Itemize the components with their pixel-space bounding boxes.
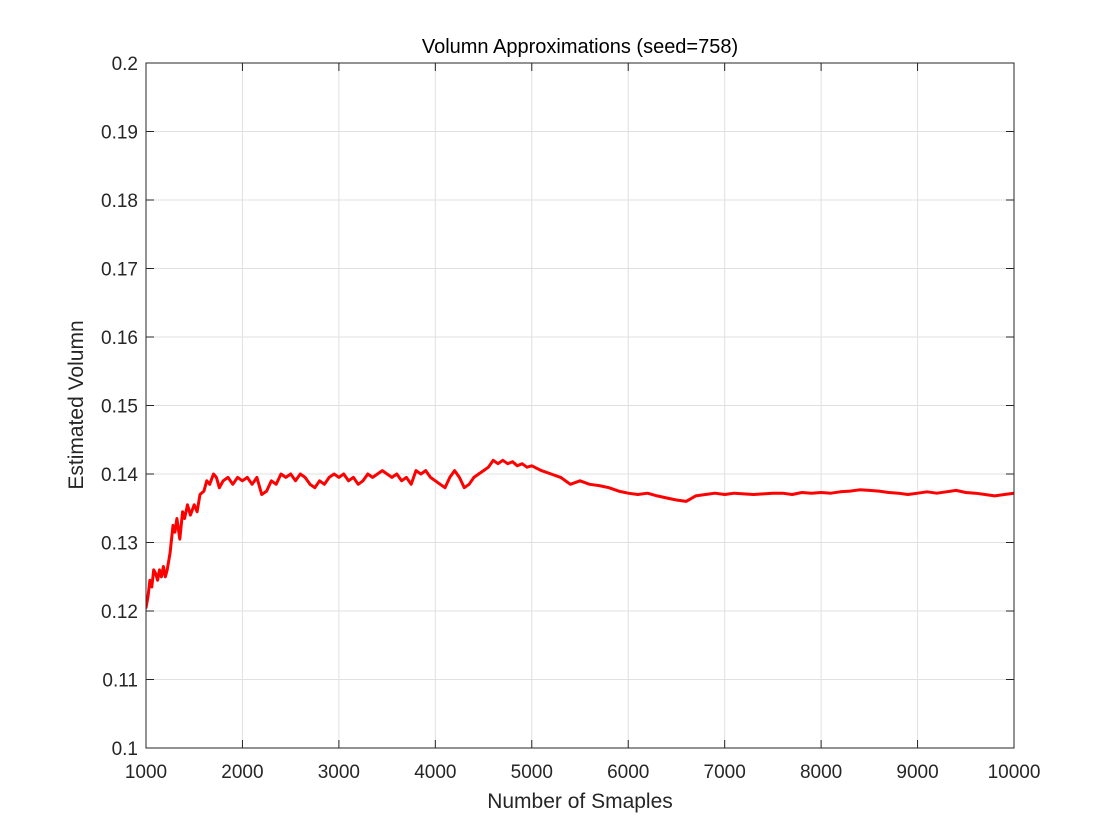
y-axis-label: Estimated Volumn [65,320,88,489]
y-tick-label: 0.13 [101,534,138,555]
tick-marks [145,62,1015,749]
x-tick-label: 4000 [414,762,456,783]
y-tick-label: 0.17 [101,260,138,281]
x-axis-label: Number of Smaples [487,790,673,813]
y-tick-label: 0.18 [101,191,138,212]
x-tick-label: 9000 [896,762,938,783]
y-tick-label: 0.1 [112,739,138,760]
y-tick-label: 0.19 [101,123,138,144]
x-tick-label: 7000 [704,762,746,783]
x-tick-label: 6000 [607,762,649,783]
grid-lines [146,63,1014,748]
x-tick-label: 2000 [221,762,263,783]
y-tick-label: 0.12 [101,602,138,623]
x-tick-label: 10000 [988,762,1041,783]
y-tick-label: 0.11 [102,671,138,692]
y-tick-label: 0.15 [101,397,138,418]
x-tick-label: 5000 [511,762,553,783]
y-tick-label: 0.16 [101,328,138,349]
x-tick-labels: 1000 2000 3000 4000 5000 6000 7000 8000 9000 1000… [125,762,1041,783]
y-tick-label: 0.14 [101,465,138,486]
series-line [146,458,1014,610]
y-tick-labels: 0.1 0.11 0.12 0.13 0.14 0.15 0.16 0.17 0.18 0.19 0… [101,54,138,760]
x-tick-label: 8000 [800,762,842,783]
x-tick-label: 3000 [318,762,360,783]
x-tick-label: 1000 [125,762,167,783]
chart-title: Volumn Approximations (seed=758) [422,36,738,58]
series-group [146,458,1014,610]
y-tick-label: 0.2 [112,54,138,75]
